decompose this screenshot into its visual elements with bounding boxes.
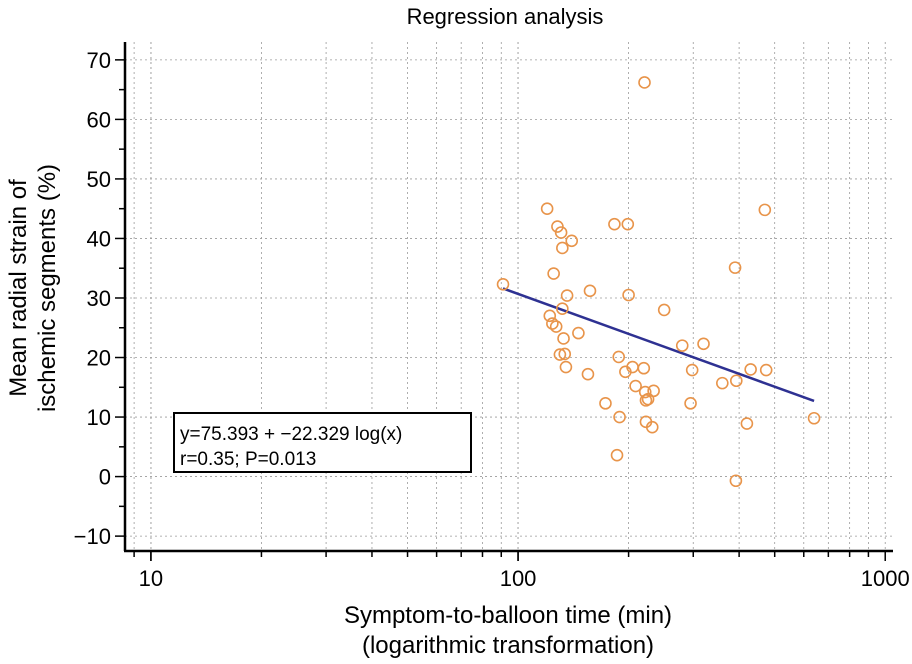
data-point bbox=[599, 397, 612, 410]
data-point bbox=[675, 339, 689, 352]
data-point bbox=[612, 350, 626, 364]
grid bbox=[125, 42, 893, 551]
data-point bbox=[697, 337, 710, 351]
data-point bbox=[560, 289, 574, 302]
scatter-points bbox=[496, 76, 821, 488]
chart-title: Regression analysis bbox=[407, 4, 604, 29]
data-point bbox=[807, 411, 821, 425]
y-tick-label: 60 bbox=[87, 107, 111, 132]
data-point bbox=[559, 360, 573, 374]
y-tick-label: 50 bbox=[87, 167, 111, 192]
data-point bbox=[546, 317, 559, 330]
data-point bbox=[549, 320, 563, 333]
y-axis-label-line-2: ischemic segments (%) bbox=[34, 164, 61, 412]
data-point bbox=[758, 203, 772, 217]
ticks: −10 0 10 20 30 40 50 60 70 10 100 1000 bbox=[74, 48, 910, 591]
data-point bbox=[613, 410, 626, 424]
data-point bbox=[629, 379, 642, 393]
regression-equation-box: y=75.393 + −22.329 log(x) r=0.35; P=0.01… bbox=[173, 412, 472, 473]
data-point bbox=[558, 347, 572, 361]
equation-box-frame bbox=[173, 412, 472, 473]
data-point bbox=[496, 277, 510, 291]
data-point bbox=[556, 241, 569, 255]
data-point bbox=[685, 363, 699, 377]
data-point bbox=[716, 376, 729, 390]
data-point bbox=[554, 226, 568, 239]
x-tick-label: 1000 bbox=[861, 566, 910, 591]
data-point bbox=[608, 217, 621, 231]
y-axis-label-line-1: Mean radial strain of bbox=[5, 179, 32, 397]
y-tick-label: 10 bbox=[87, 405, 111, 430]
regression-line-group bbox=[502, 287, 815, 403]
data-point bbox=[610, 448, 624, 462]
data-point bbox=[729, 474, 743, 488]
data-point bbox=[684, 397, 697, 410]
data-point bbox=[728, 261, 742, 274]
y-tick-label: 20 bbox=[87, 346, 111, 371]
data-point bbox=[583, 284, 597, 298]
data-point bbox=[556, 302, 569, 316]
x-axis-label-line-1: Symptom-to-balloon time (min) bbox=[344, 602, 672, 629]
x-axis-label-line-2: (logarithmic transformation) bbox=[362, 632, 654, 659]
x-tick-label: 10 bbox=[139, 566, 163, 591]
data-point bbox=[565, 234, 579, 248]
regression-equation: y=75.393 + −22.329 log(x) bbox=[180, 424, 402, 445]
data-point bbox=[572, 326, 585, 340]
data-point bbox=[547, 267, 560, 280]
data-point bbox=[638, 76, 651, 89]
data-point bbox=[744, 363, 757, 376]
data-point bbox=[622, 288, 635, 302]
data-point bbox=[543, 309, 557, 323]
y-tick-label: 40 bbox=[87, 226, 111, 251]
data-point bbox=[553, 348, 567, 361]
data-point bbox=[759, 363, 773, 377]
y-tick-label: 30 bbox=[87, 286, 111, 311]
correlation-stats: r=0.35; P=0.013 bbox=[180, 449, 316, 470]
y-tick-label: 0 bbox=[99, 465, 111, 490]
data-point bbox=[637, 361, 651, 375]
y-tick-label: −10 bbox=[74, 524, 111, 549]
data-point bbox=[730, 374, 743, 388]
data-point bbox=[740, 417, 754, 430]
y-axis-label: Mean radial strain of ischemic segments … bbox=[5, 164, 61, 412]
y-tick-label: 70 bbox=[87, 48, 111, 73]
data-point bbox=[647, 384, 660, 398]
axes bbox=[123, 42, 893, 553]
data-point bbox=[540, 202, 554, 215]
data-point bbox=[581, 367, 595, 381]
data-point bbox=[621, 217, 635, 231]
data-point bbox=[657, 303, 671, 317]
data-point bbox=[638, 385, 652, 399]
data-point bbox=[645, 420, 659, 434]
data-point bbox=[557, 332, 570, 345]
regression-line bbox=[502, 287, 815, 403]
x-tick-label: 100 bbox=[500, 566, 537, 591]
